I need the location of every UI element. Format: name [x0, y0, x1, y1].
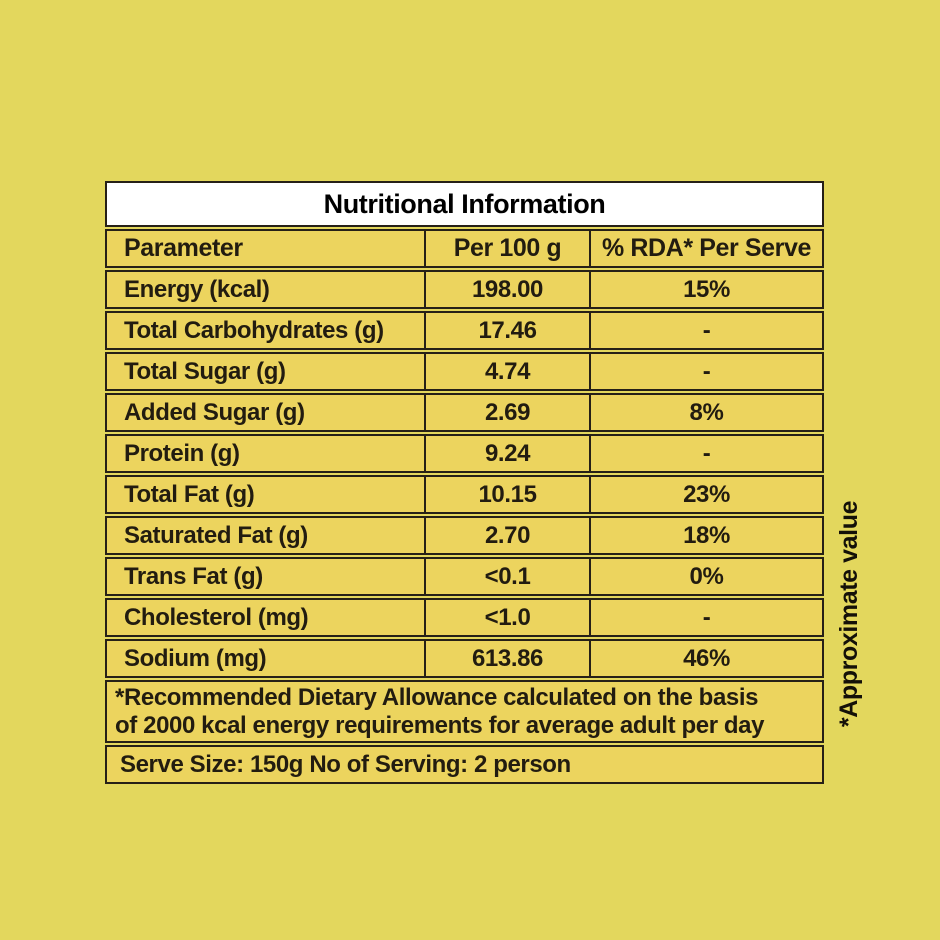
rda-cell: -: [589, 313, 822, 348]
table-row: Total Sugar (g) 4.74 -: [105, 352, 824, 391]
table-header-row: Parameter Per 100 g % RDA* Per Serve: [105, 229, 824, 268]
rda-cell: 0%: [589, 559, 822, 594]
table-row: Total Carbohydrates (g) 17.46 -: [105, 311, 824, 350]
rda-cell: 15%: [589, 272, 822, 307]
per-100g-cell: 613.86: [424, 641, 589, 676]
header-cell-parameter: Parameter: [124, 234, 243, 262]
approximate-value-note: *Approximate value: [835, 500, 863, 728]
per-100g-cell: <0.1: [424, 559, 589, 594]
parameter-cell: Protein (g): [124, 439, 240, 467]
parameter-cell: Energy (kcal): [124, 275, 270, 303]
nutrition-table: Nutritional Information Parameter Per 10…: [105, 181, 824, 784]
rda-cell: 18%: [589, 518, 822, 553]
table-row: Trans Fat (g) <0.1 0%: [105, 557, 824, 596]
parameter-cell: Saturated Fat (g): [124, 521, 308, 549]
table-row: Sodium (mg) 613.86 46%: [105, 639, 824, 678]
rda-cell: -: [589, 354, 822, 389]
table-row: Energy (kcal) 198.00 15%: [105, 270, 824, 309]
header-cell-per-100g: Per 100 g: [424, 231, 589, 266]
parameter-cell: Added Sugar (g): [124, 398, 305, 426]
per-100g-cell: 4.74: [424, 354, 589, 389]
table-row: Protein (g) 9.24 -: [105, 434, 824, 473]
parameter-cell: Trans Fat (g): [124, 562, 263, 590]
parameter-cell: Total Carbohydrates (g): [124, 316, 384, 344]
rda-cell: 23%: [589, 477, 822, 512]
parameter-cell: Cholesterol (mg): [124, 603, 309, 631]
per-100g-cell: 17.46: [424, 313, 589, 348]
table-row: Cholesterol (mg) <1.0 -: [105, 598, 824, 637]
table-row: Saturated Fat (g) 2.70 18%: [105, 516, 824, 555]
table-row: Added Sugar (g) 2.69 8%: [105, 393, 824, 432]
per-100g-cell: <1.0: [424, 600, 589, 635]
per-100g-cell: 10.15: [424, 477, 589, 512]
parameter-cell: Total Sugar (g): [124, 357, 286, 385]
per-100g-cell: 198.00: [424, 272, 589, 307]
rda-cell: -: [589, 600, 822, 635]
rda-cell: 8%: [589, 395, 822, 430]
per-100g-cell: 2.69: [424, 395, 589, 430]
table-title: Nutritional Information: [105, 181, 824, 227]
per-100g-cell: 2.70: [424, 518, 589, 553]
per-100g-cell: 9.24: [424, 436, 589, 471]
parameter-cell: Sodium (mg): [124, 644, 267, 672]
rda-footnote: *Recommended Dietary Allowance calculate…: [105, 680, 824, 743]
serving-info: Serve Size: 150g No of Serving: 2 person: [105, 745, 824, 784]
parameter-cell: Total Fat (g): [124, 480, 255, 508]
rda-cell: 46%: [589, 641, 822, 676]
header-cell-rda-per-serve: % RDA* Per Serve: [589, 231, 822, 266]
rda-cell: -: [589, 436, 822, 471]
table-row: Total Fat (g) 10.15 23%: [105, 475, 824, 514]
